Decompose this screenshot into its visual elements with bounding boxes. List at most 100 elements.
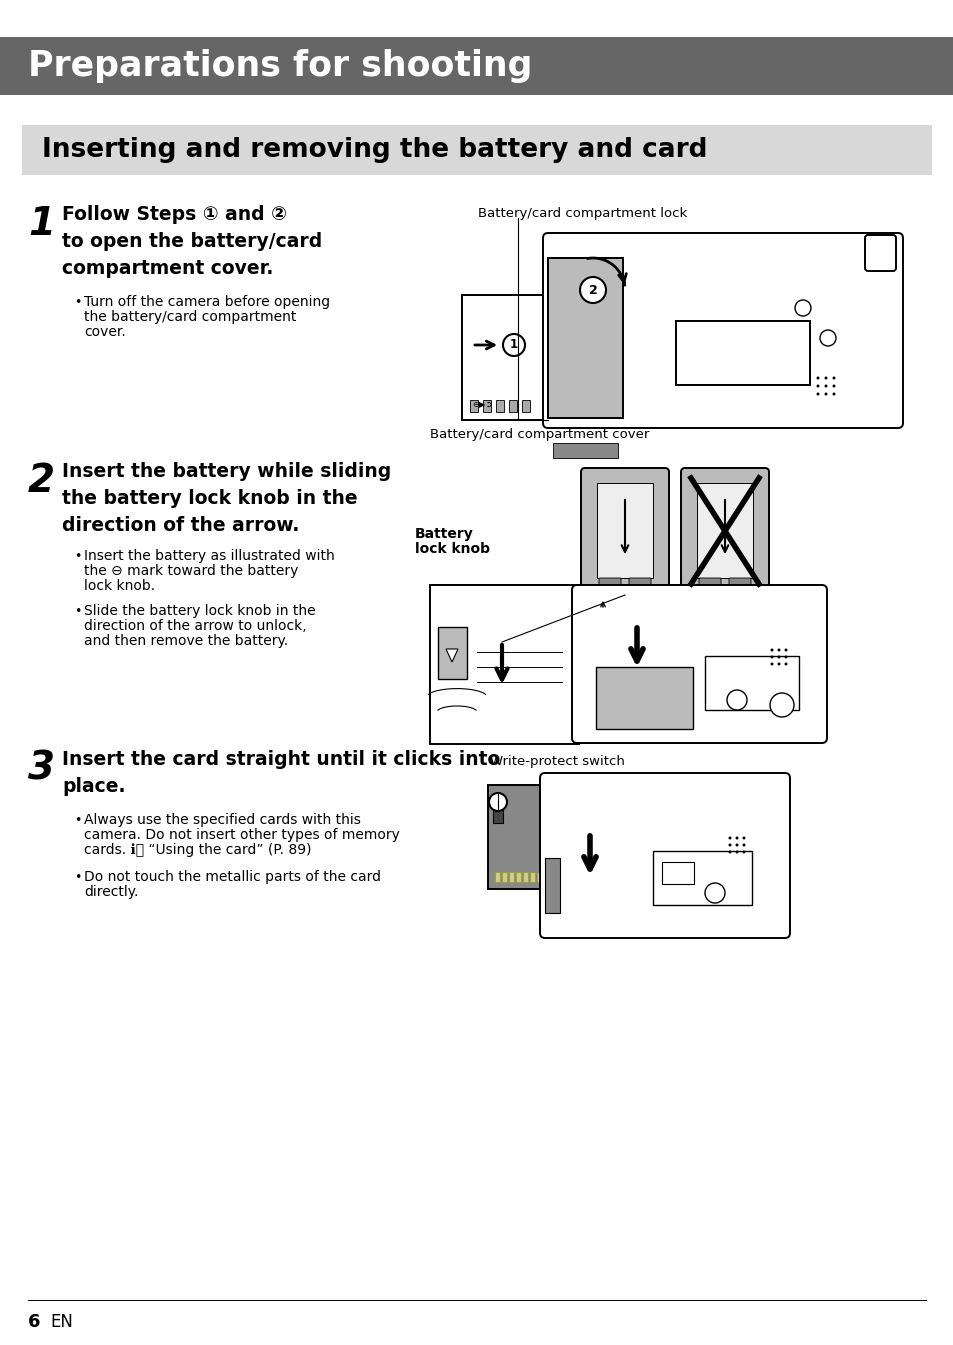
FancyBboxPatch shape: [728, 578, 750, 588]
FancyBboxPatch shape: [522, 872, 527, 882]
FancyBboxPatch shape: [470, 399, 477, 412]
Text: Battery/card compartment cover: Battery/card compartment cover: [430, 428, 649, 441]
Text: Turn off the camera before opening: Turn off the camera before opening: [84, 295, 330, 309]
Text: Preparations for shooting: Preparations for shooting: [28, 48, 532, 83]
FancyBboxPatch shape: [697, 483, 752, 578]
Text: Inserting and removing the battery and card: Inserting and removing the battery and c…: [42, 137, 707, 163]
Circle shape: [728, 843, 731, 846]
Text: 6: 6: [28, 1313, 40, 1332]
FancyBboxPatch shape: [553, 443, 618, 459]
Circle shape: [741, 837, 744, 839]
FancyBboxPatch shape: [572, 585, 826, 742]
FancyBboxPatch shape: [493, 803, 502, 823]
Circle shape: [816, 377, 819, 379]
Circle shape: [728, 837, 731, 839]
Circle shape: [832, 377, 835, 379]
Circle shape: [770, 663, 773, 666]
Text: the battery lock knob in the: the battery lock knob in the: [62, 490, 357, 508]
Text: Insert the card straight until it clicks into: Insert the card straight until it clicks…: [62, 751, 499, 769]
Text: cover.: cover.: [84, 325, 126, 339]
Circle shape: [489, 794, 506, 811]
Text: 2: 2: [28, 461, 55, 500]
Text: 3: 3: [28, 751, 55, 788]
Text: EN: EN: [50, 1313, 72, 1332]
FancyBboxPatch shape: [539, 773, 789, 937]
FancyBboxPatch shape: [580, 468, 668, 594]
Text: •: •: [74, 872, 81, 884]
Circle shape: [741, 850, 744, 854]
Circle shape: [816, 385, 819, 387]
Text: Battery: Battery: [415, 527, 474, 541]
Text: the battery/card compartment: the battery/card compartment: [84, 309, 296, 324]
FancyBboxPatch shape: [22, 125, 931, 175]
Circle shape: [816, 393, 819, 395]
Circle shape: [823, 385, 826, 387]
Text: 1: 1: [510, 339, 517, 351]
Circle shape: [728, 850, 731, 854]
Text: direction of the arrow to unlock,: direction of the arrow to unlock,: [84, 619, 306, 633]
Circle shape: [735, 843, 738, 846]
Circle shape: [735, 837, 738, 839]
Text: 2: 2: [588, 284, 597, 296]
FancyBboxPatch shape: [488, 785, 554, 889]
FancyBboxPatch shape: [509, 872, 514, 882]
FancyBboxPatch shape: [628, 578, 650, 588]
FancyBboxPatch shape: [495, 872, 499, 882]
Text: directly.: directly.: [84, 885, 138, 898]
Text: •: •: [74, 550, 81, 564]
Circle shape: [741, 843, 744, 846]
Text: cards. ℹⒻ “Using the card” (P. 89): cards. ℹⒻ “Using the card” (P. 89): [84, 843, 312, 857]
Circle shape: [502, 334, 524, 356]
Text: •: •: [74, 814, 81, 827]
FancyBboxPatch shape: [652, 851, 751, 905]
Circle shape: [777, 655, 780, 659]
Text: Always use the specified cards with this: Always use the specified cards with this: [84, 812, 360, 827]
FancyBboxPatch shape: [482, 399, 491, 412]
Text: compartment cover.: compartment cover.: [62, 260, 274, 278]
Circle shape: [820, 330, 835, 346]
Circle shape: [794, 300, 810, 316]
Text: the ⊖ mark toward the battery: the ⊖ mark toward the battery: [84, 564, 298, 578]
Polygon shape: [446, 650, 457, 662]
FancyBboxPatch shape: [542, 233, 902, 428]
Text: place.: place.: [62, 777, 126, 796]
Circle shape: [823, 393, 826, 395]
Circle shape: [726, 690, 746, 710]
FancyBboxPatch shape: [430, 585, 578, 744]
Circle shape: [777, 663, 780, 666]
Text: Insert the battery while sliding: Insert the battery while sliding: [62, 461, 391, 482]
Text: •: •: [74, 605, 81, 617]
Circle shape: [783, 655, 786, 659]
FancyBboxPatch shape: [680, 468, 768, 594]
FancyBboxPatch shape: [516, 872, 520, 882]
Text: Slide the battery lock knob in the: Slide the battery lock knob in the: [84, 604, 315, 617]
Circle shape: [777, 648, 780, 651]
Text: Do not touch the metallic parts of the card: Do not touch the metallic parts of the c…: [84, 870, 380, 884]
FancyBboxPatch shape: [521, 399, 530, 412]
Circle shape: [579, 277, 605, 303]
FancyBboxPatch shape: [547, 258, 622, 418]
Text: 1: 1: [28, 204, 55, 243]
Text: Write-protect switch: Write-protect switch: [490, 755, 624, 768]
FancyBboxPatch shape: [704, 656, 799, 710]
Circle shape: [832, 393, 835, 395]
Text: lock knob.: lock knob.: [84, 578, 155, 593]
FancyBboxPatch shape: [501, 872, 506, 882]
Text: •: •: [74, 296, 81, 309]
FancyBboxPatch shape: [597, 483, 652, 578]
Circle shape: [770, 648, 773, 651]
Text: Follow Steps ① and ②: Follow Steps ① and ②: [62, 204, 287, 225]
Text: lock knob: lock knob: [415, 542, 490, 555]
Text: to open the battery/card: to open the battery/card: [62, 231, 322, 252]
Text: direction of the arrow.: direction of the arrow.: [62, 516, 299, 535]
Text: ⊖▶➲: ⊖▶➲: [472, 399, 492, 409]
FancyBboxPatch shape: [530, 872, 535, 882]
FancyBboxPatch shape: [661, 862, 693, 884]
FancyBboxPatch shape: [544, 858, 559, 913]
Circle shape: [783, 648, 786, 651]
FancyBboxPatch shape: [699, 578, 720, 588]
FancyBboxPatch shape: [864, 235, 895, 270]
Circle shape: [770, 655, 773, 659]
FancyBboxPatch shape: [598, 578, 620, 588]
FancyBboxPatch shape: [437, 627, 467, 679]
